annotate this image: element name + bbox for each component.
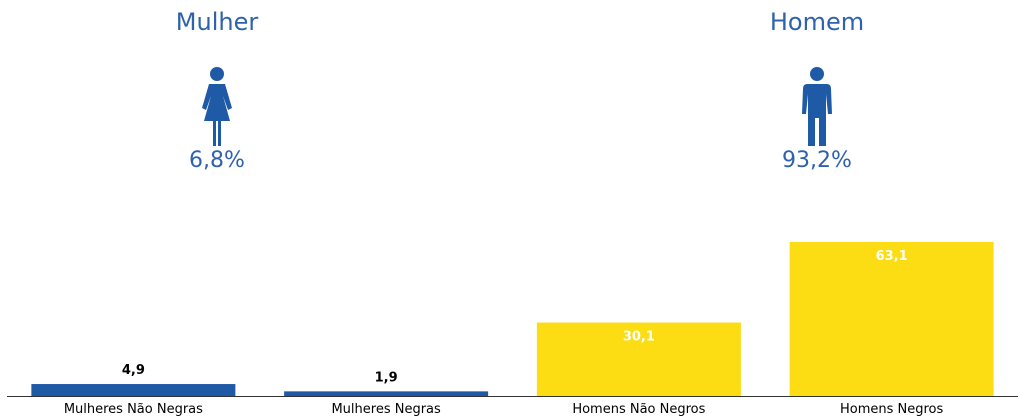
x-tick-label-3: Homens Negros <box>840 402 944 416</box>
bar-2 <box>536 322 741 396</box>
data-label-3: 63,1 <box>876 249 908 264</box>
female-person-icon <box>202 67 232 146</box>
male-title: Homem <box>769 8 865 36</box>
x-tick-label-2: Homens Não Negros <box>572 402 705 416</box>
bar-1 <box>284 391 489 396</box>
female-title: Mulher <box>175 8 259 36</box>
bar-3 <box>789 242 994 396</box>
female-percent: 6,8% <box>189 148 245 173</box>
male-person-icon <box>802 67 832 146</box>
data-label-2: 30,1 <box>623 330 655 345</box>
x-tick-label-1: Mulheres Negras <box>331 402 441 416</box>
bar-0 <box>31 384 236 396</box>
data-label-1: 1,9 <box>375 370 398 385</box>
male-percent: 93,2% <box>782 148 852 173</box>
x-tick-label-0: Mulheres Não Negras <box>64 402 203 416</box>
data-label-0: 4,9 <box>122 363 145 378</box>
